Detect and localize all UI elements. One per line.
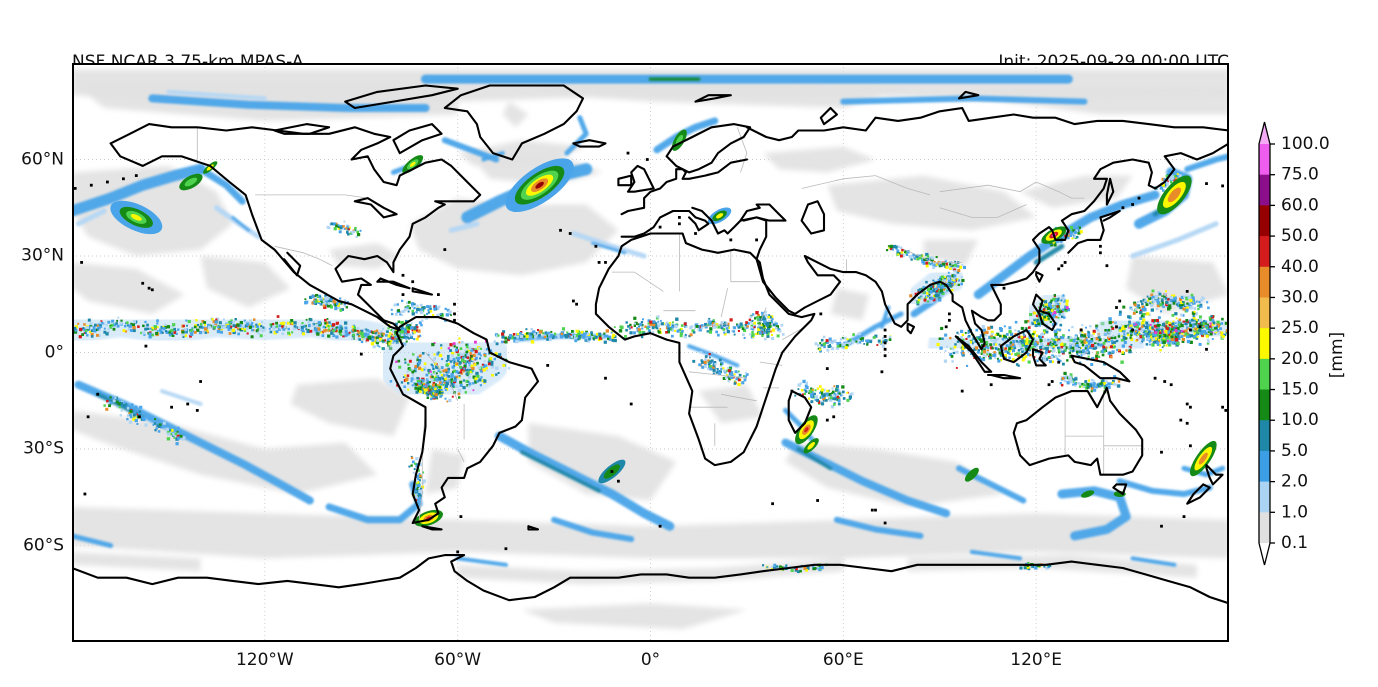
colorbar-unit-label: [mm] — [1327, 331, 1347, 379]
colorbar-under-arrow — [1259, 543, 1270, 565]
colorbar-tick-label: 5.0 — [1281, 441, 1308, 461]
colorbar-tick-label: 2.0 — [1281, 472, 1308, 492]
colorbar-segment — [1259, 297, 1270, 329]
x-tick-0°: 0° — [640, 650, 661, 670]
y-tick-60°S: 60°S — [23, 535, 64, 556]
colorbar-tick-label: 75.0 — [1281, 165, 1319, 185]
colorbar-tick-label: 15.0 — [1281, 380, 1319, 400]
x-tick-60°E: 60°E — [822, 650, 864, 670]
colorbar: 100.0 75.0 60.0 50.0 40.0 30.0 25.0 20.0 15.0 10.… — [1258, 121, 1330, 566]
colorbar-segment — [1259, 358, 1270, 391]
x-tick-120°E: 120°E — [1010, 650, 1063, 670]
colorbar-segment — [1259, 328, 1270, 360]
colorbar-tick-label: 100.0 — [1281, 134, 1330, 154]
y-tick-30°S: 30°S — [23, 438, 64, 459]
colorbar-segment — [1259, 450, 1270, 483]
colorbar-segment — [1259, 174, 1270, 206]
colorbar-segment — [1259, 481, 1270, 513]
colorbar-segment — [1259, 512, 1270, 544]
colorbar-tick-label: 25.0 — [1281, 318, 1319, 338]
colorbar-segment — [1259, 266, 1270, 298]
colorbar-tick-label: 10.0 — [1281, 410, 1319, 430]
coastlines — [72, 84, 1229, 605]
y-tick-30°N: 30°N — [21, 245, 64, 266]
colorbar-tick-label: 20.0 — [1281, 349, 1319, 369]
world-precipitation-map — [72, 63, 1229, 642]
y-tick-0°: 0° — [44, 342, 64, 363]
island-dots — [73, 151, 1228, 554]
colorbar-tick-label: 30.0 — [1281, 287, 1319, 307]
y-tick-60°N: 60°N — [21, 149, 64, 170]
colorbar-tick-label: 40.0 — [1281, 257, 1319, 277]
colorbar-tick-label: 0.1 — [1281, 533, 1308, 553]
colorbar-segment — [1259, 144, 1270, 176]
x-tick-120°W: 120°W — [235, 650, 294, 670]
map-frame — [72, 63, 1229, 642]
colorbar-segment — [1259, 236, 1270, 268]
colorbar-tick-label: 60.0 — [1281, 195, 1319, 215]
colorbar-tick-label: 1.0 — [1281, 502, 1308, 522]
colorbar-segment — [1259, 389, 1270, 421]
map-area — [72, 63, 1229, 642]
country-borders — [196, 127, 1143, 520]
x-tick-60°W: 60°W — [434, 650, 482, 670]
colorbar-tick-label: 50.0 — [1281, 226, 1319, 246]
colorbar-segment — [1259, 420, 1270, 452]
colorbar-over-arrow — [1259, 122, 1270, 144]
colorbar-segment — [1259, 205, 1270, 237]
